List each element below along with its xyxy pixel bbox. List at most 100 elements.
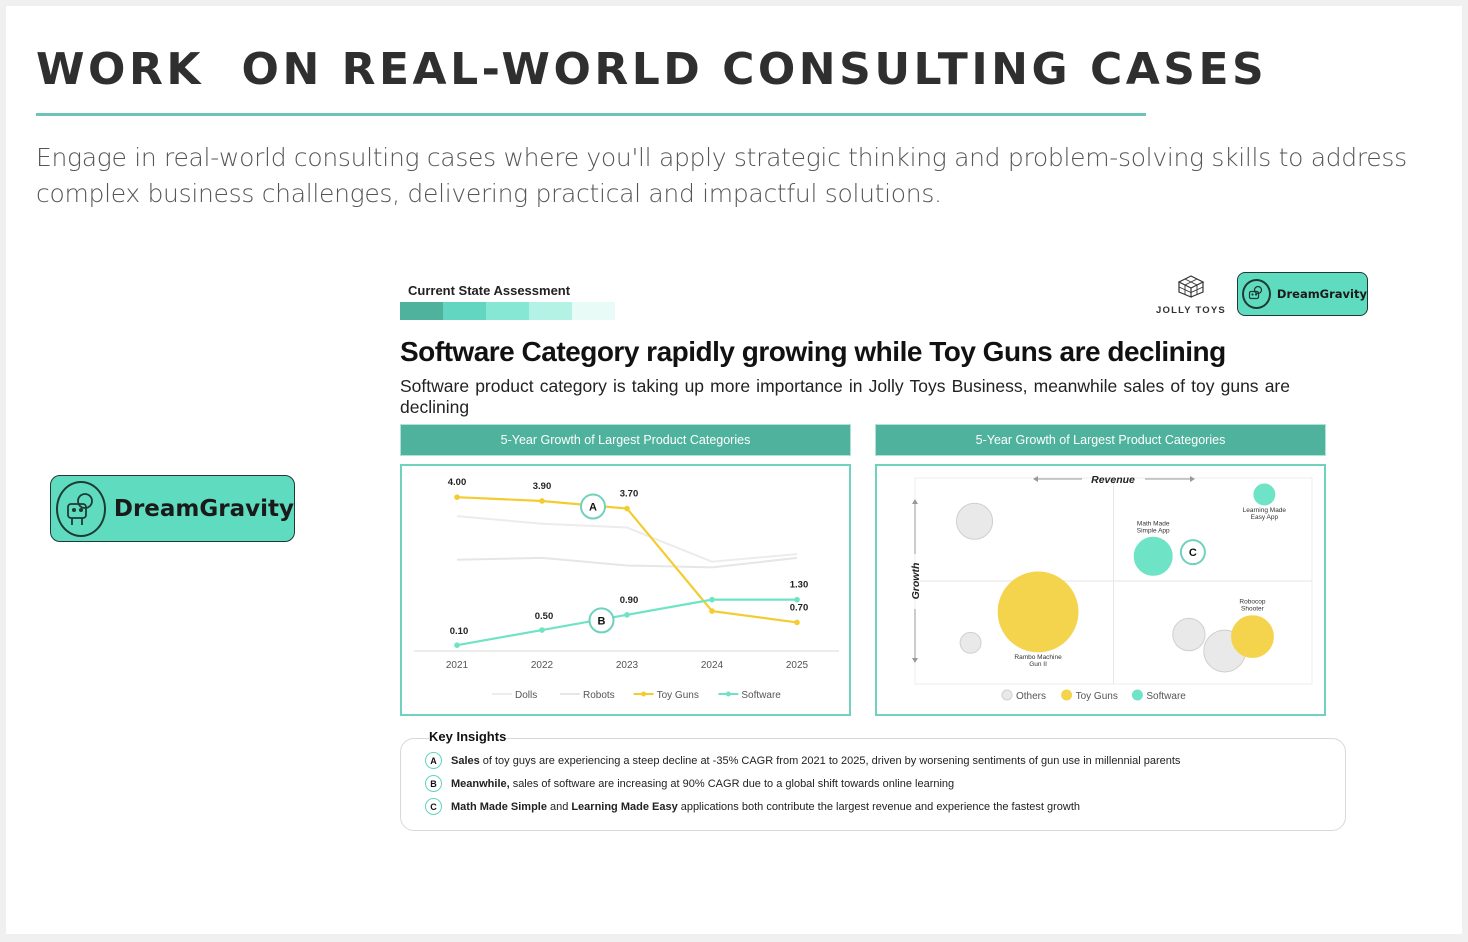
insight-row: B Meanwhile, sales of software are increas… <box>425 775 957 792</box>
callout-label: B <box>598 615 606 627</box>
legend-swatch <box>1001 689 1013 701</box>
bubble-chart-panel: Revenue Growth Rambo Machine Gun II Math Mad… <box>875 464 1326 716</box>
slide-title: Software Category rapidly growing while … <box>400 336 1226 367</box>
progress-segment <box>572 302 615 320</box>
bubble-others <box>956 502 994 540</box>
intro-text: Engage in real-world consulting cases wh… <box>36 143 1407 208</box>
progress-bar <box>400 302 615 320</box>
insight-text: sales of software are increasing at 90% … <box>512 777 955 790</box>
bubble-label: Easy App <box>1251 514 1279 521</box>
bubble-others <box>959 631 982 654</box>
legend-item: Software <box>718 690 781 701</box>
legend-item: Toy Guns <box>633 690 699 701</box>
title-underline <box>36 113 1146 116</box>
series-line-software <box>456 598 797 647</box>
legend-label: Toy Guns <box>1076 691 1118 702</box>
data-point <box>709 596 715 603</box>
dreamgravity-logo: DreamGravity <box>50 475 295 542</box>
data-point <box>794 596 800 603</box>
dreamgravity-logo-small: DreamGravity <box>1237 272 1368 316</box>
insight-row: A Sales of toy guys are experiencing a ste… <box>425 752 1183 769</box>
bubble-label: Robocop <box>1239 599 1265 606</box>
bubble-toy-guns <box>1231 615 1274 659</box>
data-point <box>539 498 545 504</box>
legend-label: Dolls <box>515 690 537 701</box>
section-label: Current State Assessment <box>408 283 571 298</box>
data-point <box>454 494 460 500</box>
logo-text: DreamGravity <box>1276 287 1367 301</box>
data-point <box>794 619 800 626</box>
legend-marker <box>641 691 647 697</box>
legend-swatch <box>1061 689 1073 701</box>
robot-head-icon <box>56 480 106 537</box>
data-label: 4.00 <box>448 477 467 488</box>
progress-segment <box>529 302 572 320</box>
x-tick-label: 2024 <box>701 660 724 671</box>
bubble-software <box>1253 483 1276 506</box>
progress-segment <box>486 302 529 320</box>
key-insights-title: Key Insights <box>429 729 507 744</box>
insight-bold: Math Made Simple <box>451 800 547 813</box>
y-axis-label: Growth <box>910 563 922 600</box>
x-tick-label: 2022 <box>531 660 554 671</box>
cube-icon <box>1177 275 1205 298</box>
callout-circle <box>580 493 606 520</box>
data-label: 0.70 <box>790 602 809 613</box>
series-line-robots <box>456 556 798 569</box>
page-title: WORK ON REAL-WORLD CONSULTING CASES <box>36 44 1268 95</box>
insight-text: of toy guys are experiencing a steep dec… <box>482 754 1181 767</box>
series-line-dolls <box>456 515 798 563</box>
line-chart: 2021 2022 2023 2024 2025 4.00 3.90 3.70 0.70 0.10… <box>414 477 839 701</box>
arrow-up-icon <box>912 499 918 504</box>
bubble-label: Math Made <box>1137 520 1170 527</box>
bubble-chart-header: 5-Year Growth of Largest Product Categor… <box>875 424 1326 456</box>
bubble-software <box>1133 536 1173 576</box>
data-label: 0.50 <box>535 611 554 622</box>
bubble-others <box>1172 617 1206 652</box>
bubble-label: Rambo Machine <box>1014 654 1062 661</box>
bubble-label: Learning Made <box>1243 507 1287 514</box>
legend-item: Software <box>1131 689 1186 702</box>
arrow-left-icon <box>1033 476 1038 482</box>
progress-segment <box>400 302 443 320</box>
x-tick-label: 2023 <box>616 660 639 671</box>
data-point <box>539 627 545 633</box>
data-label: 3.90 <box>533 481 552 492</box>
legend-label: Software <box>741 690 781 701</box>
insight-badge: A <box>425 752 442 769</box>
x-tick-label: 2025 <box>786 660 809 671</box>
legend-label: Others <box>1016 691 1046 702</box>
x-tick-label: 2021 <box>446 660 469 671</box>
legend-item: Others <box>1001 689 1046 702</box>
arrow-right-icon <box>1190 476 1195 482</box>
insight-bold: Sales <box>451 754 480 767</box>
bubble-label: Simple App <box>1137 527 1170 534</box>
data-point <box>454 642 460 649</box>
insight-badge: C <box>425 798 442 815</box>
insight-text: applications both contribute the largest… <box>680 800 1081 813</box>
bubble-label: Gun II <box>1029 661 1047 668</box>
data-label: 0.90 <box>620 595 639 606</box>
insight-row: C Math Made Simple and Learning Made Easy ap… <box>425 798 1083 815</box>
data-label: 1.30 <box>790 580 809 591</box>
jolly-toys-logo: JOLLY TOYS <box>1150 274 1232 316</box>
legend-label: Software <box>1146 691 1186 702</box>
x-axis-label: Revenue <box>1091 474 1135 486</box>
legend-label: Robots <box>583 690 615 701</box>
insight-badge: B <box>425 775 442 792</box>
key-insights-box <box>400 738 1346 831</box>
insight-bold: Meanwhile, <box>451 777 510 790</box>
line-chart-header: 5-Year Growth of Largest Product Categor… <box>400 424 851 456</box>
client-logo-text: JOLLY TOYS <box>1156 305 1226 316</box>
slide-subtitle: Software product category is taking up m… <box>400 376 1290 417</box>
data-label: 0.10 <box>450 626 469 637</box>
legend-label: Toy Guns <box>657 690 699 701</box>
callout-label: A <box>589 502 597 514</box>
legend-item: Toy Guns <box>1061 689 1118 702</box>
bubble-toy-guns <box>997 571 1079 653</box>
data-point <box>624 612 630 618</box>
callout-circle <box>1179 539 1206 566</box>
callout-label: C <box>1189 547 1197 559</box>
line-chart-panel: 2021 2022 2023 2024 2025 4.00 3.90 3.70 0.70 0.10… <box>400 464 851 716</box>
